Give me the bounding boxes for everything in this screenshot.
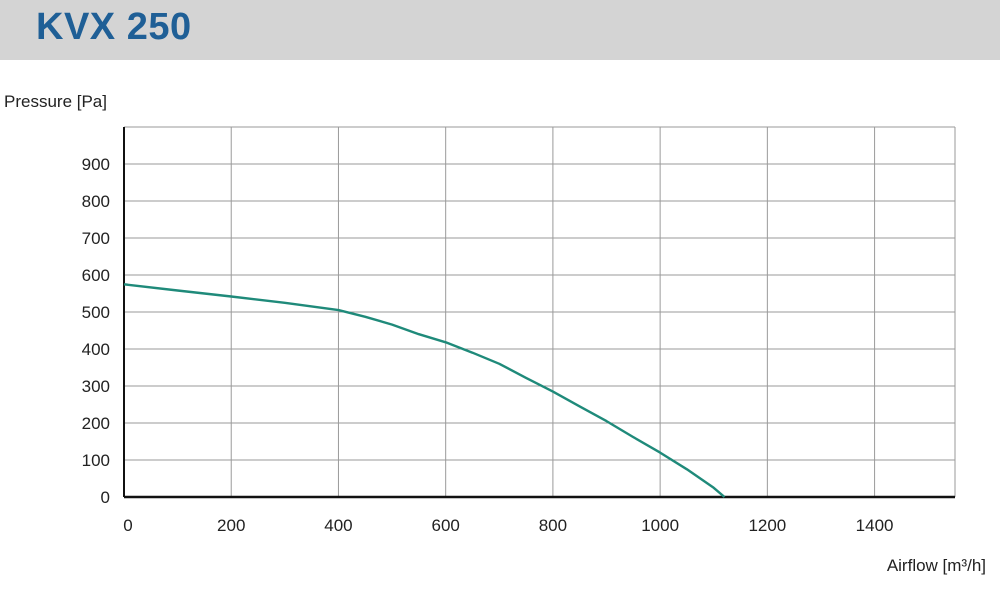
y-tick-label: 800: [82, 192, 110, 211]
y-tick-label: 300: [82, 377, 110, 396]
tick-labels: 0 100 200 300 400 500 600 700 800 900 0 200 400 600 80…: [82, 155, 894, 535]
y-tick-label: 700: [82, 229, 110, 248]
y-tick-label: 900: [82, 155, 110, 174]
y-tick-label: 100: [82, 451, 110, 470]
fan-curve-line: [123, 283, 726, 498]
x-tick-label: 200: [217, 516, 245, 535]
series: [123, 283, 726, 498]
x-tick-label: 600: [431, 516, 459, 535]
x-tick-label: 0: [123, 516, 132, 535]
y-axis-label: Pressure [Pa]: [4, 92, 107, 111]
x-tick-label: 400: [324, 516, 352, 535]
x-tick-label: 800: [539, 516, 567, 535]
y-tick-label: 0: [101, 488, 110, 507]
chart-title: KVX 250: [36, 6, 192, 48]
title-bar: [0, 0, 1000, 60]
x-tick-label: 1400: [856, 516, 894, 535]
y-tick-label: 200: [82, 414, 110, 433]
x-tick-label: 1200: [748, 516, 786, 535]
axes: [123, 127, 955, 499]
y-tick-label: 600: [82, 266, 110, 285]
x-tick-label: 1000: [641, 516, 679, 535]
y-tick-label: 500: [82, 303, 110, 322]
grid: [124, 126, 956, 497]
x-axis-label: Airflow [m³/h]: [887, 556, 986, 575]
y-tick-label: 400: [82, 340, 110, 359]
